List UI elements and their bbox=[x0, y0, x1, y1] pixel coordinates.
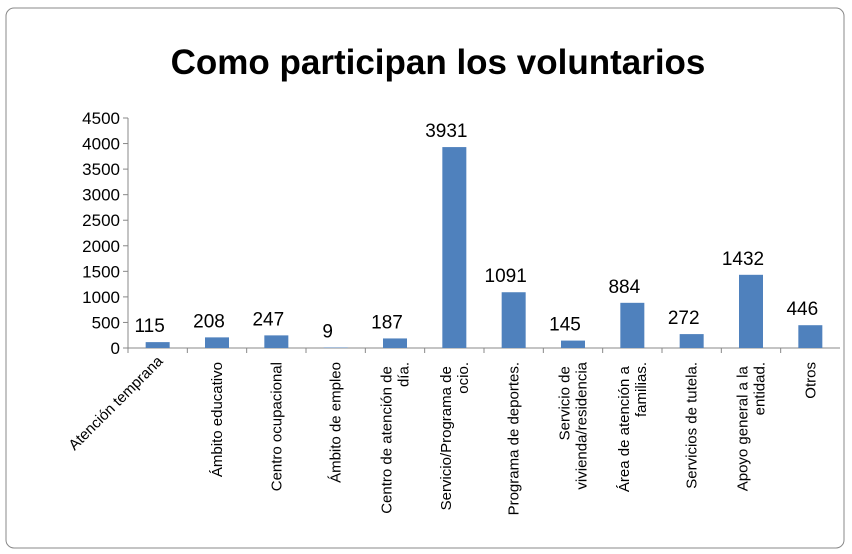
bar bbox=[620, 302, 645, 348]
x-tick-label: Otros bbox=[802, 362, 819, 399]
x-tick-label: Área de atención a familias. bbox=[616, 362, 650, 492]
value-label: 272 bbox=[668, 308, 700, 329]
value-label: 1091 bbox=[485, 266, 527, 287]
x-tick-label: Servicios de tutela. bbox=[684, 362, 701, 489]
value-label: 187 bbox=[371, 312, 403, 333]
y-tick-label: 500 bbox=[92, 313, 120, 332]
x-tick-label: Centro de atención de día. bbox=[379, 362, 413, 514]
chart-title: Como participan los voluntarios bbox=[171, 43, 706, 82]
bar bbox=[739, 274, 763, 348]
chart-border bbox=[5, 7, 845, 549]
y-tick-label: 0 bbox=[111, 339, 120, 358]
x-tick-label: Servicio/Programa de ocio. bbox=[438, 362, 472, 510]
value-label: 247 bbox=[252, 309, 284, 330]
x-tick-label-line: Área de atención a bbox=[616, 362, 633, 492]
value-label: 446 bbox=[786, 299, 818, 320]
bar bbox=[442, 147, 467, 348]
y-tick-label: 3500 bbox=[82, 160, 120, 179]
y-tick-label: 1000 bbox=[82, 288, 120, 307]
y-tick-label: 3000 bbox=[82, 186, 120, 205]
y-tick-label: 2500 bbox=[82, 211, 120, 230]
x-tick-label-line: Servicio/Programa de bbox=[438, 362, 455, 510]
bar bbox=[145, 342, 170, 348]
x-tick-label-line: entidad. bbox=[752, 362, 769, 415]
x-tick-label: Ámbito de empleo bbox=[328, 362, 345, 483]
value-label: 208 bbox=[193, 311, 225, 332]
bar bbox=[679, 334, 704, 348]
x-tick-label-line: familias. bbox=[633, 362, 650, 417]
x-tick-label-line: Apoyo general a la bbox=[735, 362, 752, 491]
x-tick-label: Ámbito educativo bbox=[209, 362, 226, 477]
x-tick-label: Apoyo general a la entidad. bbox=[735, 362, 769, 491]
x-tick-label-line: Servicio de bbox=[557, 362, 574, 440]
bar bbox=[205, 337, 229, 348]
value-label: 115 bbox=[135, 316, 165, 337]
y-tick-label: 2000 bbox=[82, 237, 120, 256]
x-tick-label-line: ocio. bbox=[455, 362, 472, 394]
bar bbox=[383, 338, 407, 348]
x-tick-label-line: día. bbox=[396, 362, 413, 387]
value-label: 3931 bbox=[425, 121, 467, 142]
x-tick-label: Programa de deportes. bbox=[506, 362, 523, 515]
bar bbox=[561, 340, 585, 348]
x-tick-label: Servicio de vivienda/residencia bbox=[557, 361, 591, 489]
y-tick-label: 4500 bbox=[82, 109, 120, 128]
x-tick-label-line: vivienda/residencia bbox=[574, 361, 591, 489]
value-label: 1432 bbox=[722, 249, 764, 270]
x-tick-label: Centro ocupacional bbox=[268, 362, 285, 491]
bar bbox=[264, 335, 289, 348]
x-tick-label-line: Centro de atención de bbox=[379, 362, 396, 514]
bar bbox=[798, 325, 823, 348]
y-tick-label: 4000 bbox=[82, 135, 120, 154]
bar bbox=[501, 292, 526, 348]
value-label: 145 bbox=[549, 315, 581, 336]
value-label: 9 bbox=[322, 322, 333, 343]
value-label: 884 bbox=[608, 277, 640, 298]
y-tick-label: 1500 bbox=[82, 262, 120, 281]
